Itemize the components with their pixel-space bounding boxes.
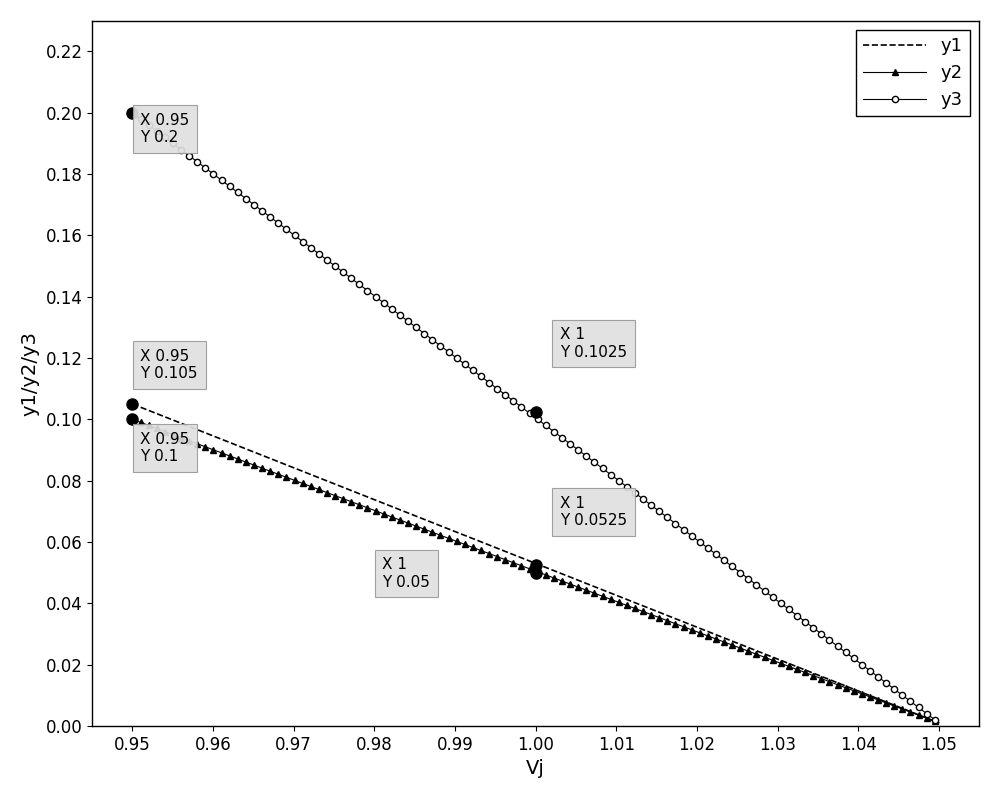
Legend: y1, y2, y3: y1, y2, y3 bbox=[856, 30, 970, 117]
y3 bbox=[864, 666, 876, 675]
y3 bbox=[159, 133, 171, 142]
Text: X 1
Y 0.0525: X 1 Y 0.0525 bbox=[560, 496, 627, 528]
y1 bbox=[933, 718, 945, 728]
y3 bbox=[126, 108, 138, 117]
X-axis label: Vj: Vj bbox=[526, 759, 545, 778]
y1 bbox=[276, 459, 288, 468]
Text: X 0.95
Y 0.1: X 0.95 Y 0.1 bbox=[140, 431, 190, 464]
y3 bbox=[341, 271, 353, 280]
Text: X 0.95
Y 0.2: X 0.95 Y 0.2 bbox=[140, 113, 190, 145]
y2 bbox=[933, 718, 945, 728]
y1 bbox=[341, 484, 353, 494]
Text: X 1
Y 0.1025: X 1 Y 0.1025 bbox=[560, 328, 627, 360]
Text: X 0.95
Y 0.105: X 0.95 Y 0.105 bbox=[140, 349, 198, 381]
y1 bbox=[126, 400, 138, 409]
y3 bbox=[933, 718, 945, 728]
y1 bbox=[175, 419, 187, 428]
y2 bbox=[159, 427, 171, 436]
y2 bbox=[341, 495, 353, 505]
y1 bbox=[864, 691, 876, 701]
Y-axis label: y1/y2/y3: y1/y2/y3 bbox=[21, 331, 40, 415]
y1 bbox=[892, 702, 904, 712]
Line: y1: y1 bbox=[132, 404, 939, 723]
y2 bbox=[276, 471, 288, 480]
y2 bbox=[864, 692, 876, 702]
y3 bbox=[892, 687, 904, 697]
Text: X 1
Y 0.05: X 1 Y 0.05 bbox=[382, 557, 430, 590]
Line: y2: y2 bbox=[129, 416, 942, 726]
y2 bbox=[126, 415, 138, 424]
y2 bbox=[175, 433, 187, 443]
y3 bbox=[276, 221, 288, 231]
y2 bbox=[892, 703, 904, 713]
y3 bbox=[175, 145, 187, 154]
y1 bbox=[159, 412, 171, 422]
Line: y3: y3 bbox=[129, 109, 942, 726]
